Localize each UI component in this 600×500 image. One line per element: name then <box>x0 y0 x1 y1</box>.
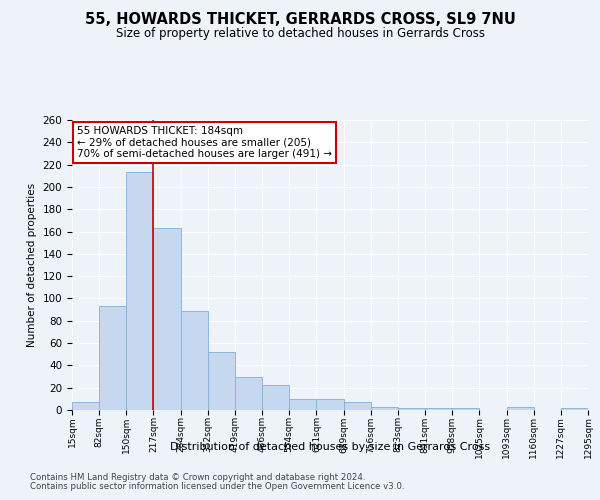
Bar <box>371 406 398 410</box>
Bar <box>506 406 533 410</box>
Y-axis label: Number of detached properties: Number of detached properties <box>27 183 37 347</box>
Bar <box>452 408 479 410</box>
Bar <box>208 352 235 410</box>
Bar <box>262 386 289 410</box>
Text: Contains public sector information licensed under the Open Government Licence v3: Contains public sector information licen… <box>30 482 404 491</box>
Text: Distribution of detached houses by size in Gerrards Cross: Distribution of detached houses by size … <box>170 442 490 452</box>
Text: Contains HM Land Registry data © Crown copyright and database right 2024.: Contains HM Land Registry data © Crown c… <box>30 472 365 482</box>
Bar <box>127 172 154 410</box>
Text: 55 HOWARDS THICKET: 184sqm
← 29% of detached houses are smaller (205)
70% of sem: 55 HOWARDS THICKET: 184sqm ← 29% of deta… <box>77 126 332 159</box>
Bar <box>289 399 316 410</box>
Bar <box>235 376 262 410</box>
Bar <box>181 310 208 410</box>
Bar <box>99 306 127 410</box>
Bar <box>316 399 344 410</box>
Bar <box>398 408 425 410</box>
Bar <box>72 402 99 410</box>
Bar <box>425 408 452 410</box>
Text: Size of property relative to detached houses in Gerrards Cross: Size of property relative to detached ho… <box>115 28 485 40</box>
Bar <box>561 408 588 410</box>
Bar <box>154 228 181 410</box>
Bar <box>344 402 371 410</box>
Text: 55, HOWARDS THICKET, GERRARDS CROSS, SL9 7NU: 55, HOWARDS THICKET, GERRARDS CROSS, SL9… <box>85 12 515 28</box>
